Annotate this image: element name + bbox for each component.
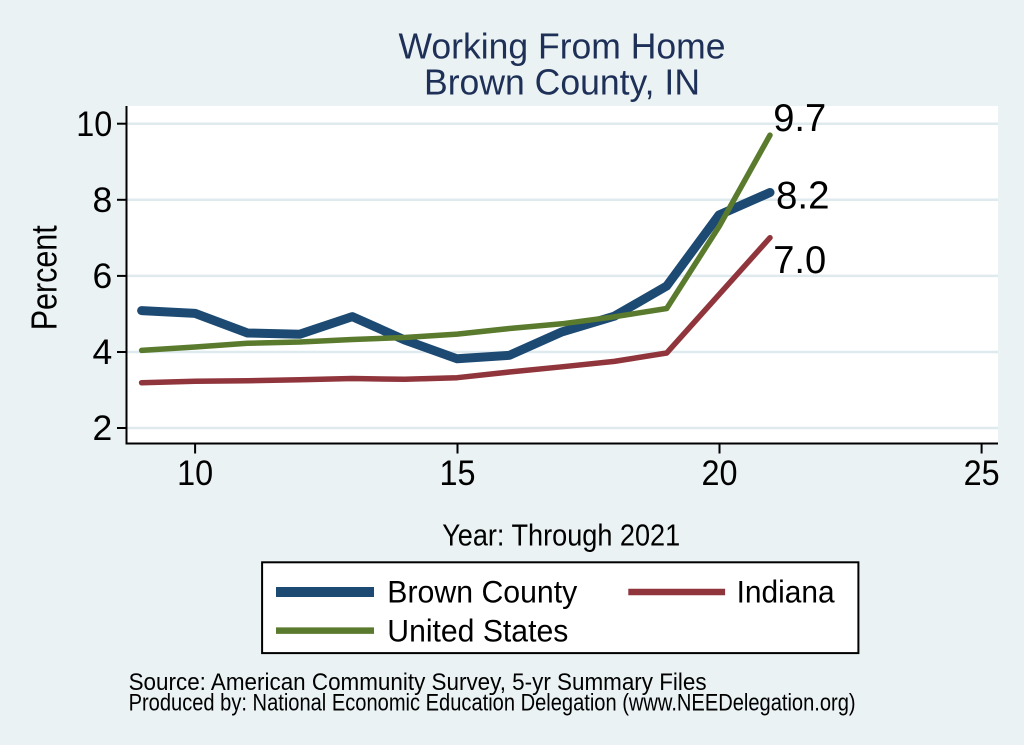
svg-text:9.7: 9.7 — [773, 97, 826, 140]
svg-text:10: 10 — [76, 104, 112, 144]
svg-text:6: 6 — [93, 256, 113, 296]
svg-text:7.0: 7.0 — [773, 239, 826, 282]
svg-text:8: 8 — [93, 180, 113, 220]
svg-text:Indiana: Indiana — [737, 573, 835, 609]
svg-text:10: 10 — [177, 453, 213, 493]
svg-text:Year: Through 2021: Year: Through 2021 — [442, 517, 680, 552]
svg-text:25: 25 — [964, 453, 1000, 493]
svg-text:15: 15 — [440, 453, 476, 493]
svg-text:Brown County, IN: Brown County, IN — [424, 61, 700, 102]
svg-text:8.2: 8.2 — [776, 174, 830, 217]
svg-text:4: 4 — [93, 332, 113, 372]
svg-text:Percent: Percent — [23, 225, 64, 330]
svg-text:Produced by: National Economic: Produced by: National Economic Education… — [129, 690, 856, 717]
svg-text:2: 2 — [93, 408, 113, 448]
svg-text:Source: American Community Sur: Source: American Community Survey, 5-yr … — [129, 669, 707, 696]
svg-text:20: 20 — [702, 453, 738, 493]
svg-text:Brown County: Brown County — [387, 573, 577, 609]
svg-text:Working From Home: Working From Home — [399, 25, 726, 66]
svg-text:United States: United States — [387, 612, 568, 648]
